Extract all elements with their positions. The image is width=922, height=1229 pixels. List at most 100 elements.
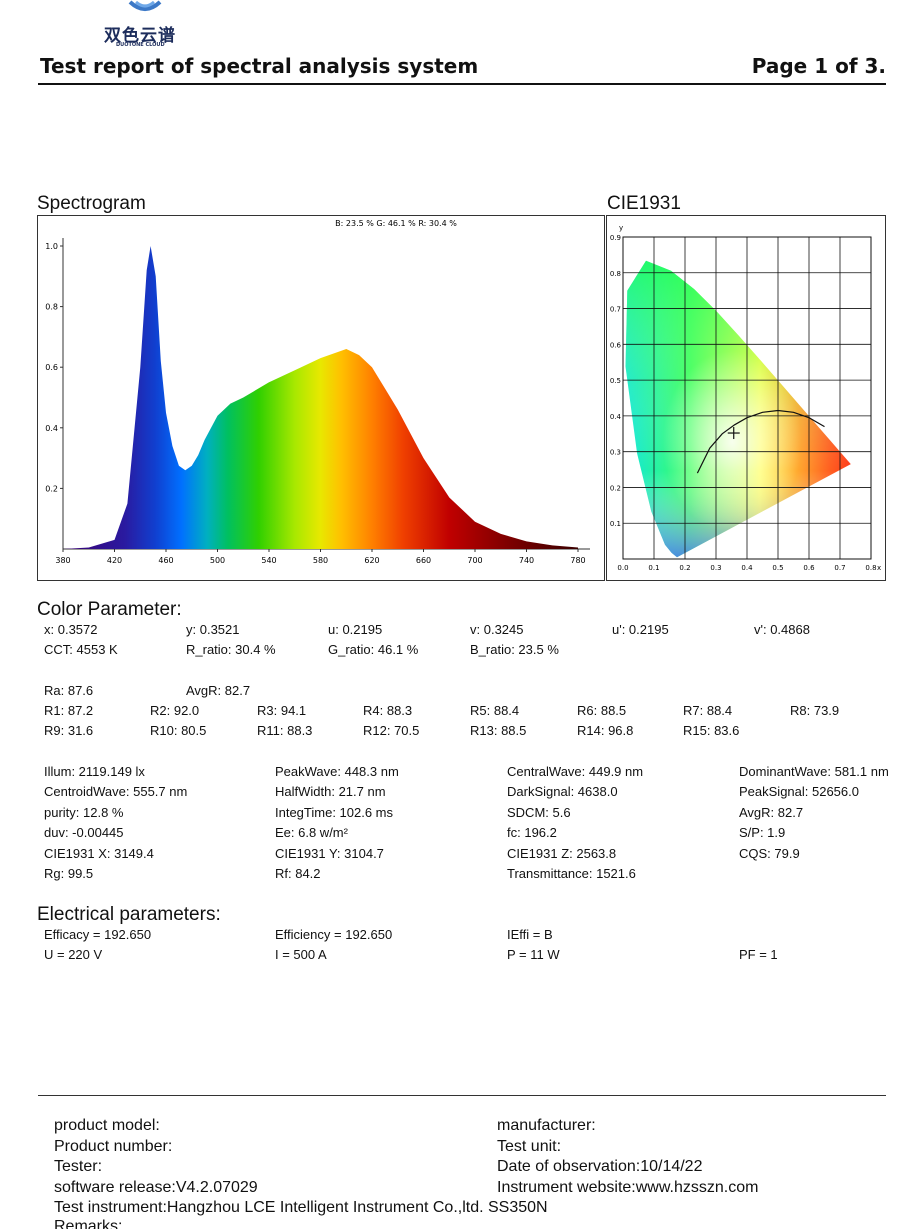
param-r15: R15: 83.6 [683, 723, 740, 738]
planckian-locus [696, 409, 825, 474]
spectrogram-x-tick-label: 740 [519, 556, 534, 565]
param-r14: R14: 96.8 [577, 723, 634, 738]
cie-x-tick-label: 0.8 [865, 564, 876, 572]
param-rf: Rf: 84.2 [275, 866, 321, 881]
cie-xlabel: x [877, 564, 881, 572]
cie-panel: y 0.0 0.1 0.2 0.3 0.4 0.5 0.6 0.7 0.8 0.9 0.8 0.7 0.… [606, 215, 886, 581]
param-cie-z: CIE1931 Z: 2563.8 [507, 846, 617, 861]
param-dominantwave: DominantWave: 581.1 nm [739, 764, 889, 779]
cie-ylabel: y [619, 224, 623, 232]
param-r11: R11: 88.3 [257, 723, 313, 738]
param-purity: purity: 12.8 % [44, 805, 124, 820]
spectrogram-y-tick-label: 0.8 [45, 303, 58, 312]
spectrogram-x-tick-label: 380 [55, 556, 70, 565]
spectrogram-panel: B: 23.5 % G: 46.1 % R: 30.4 % 380 420 460 5… [37, 215, 605, 581]
spectrogram-x-tick-label: 420 [107, 556, 122, 565]
param-r12: R12: 70.5 [363, 723, 420, 738]
cie-x-tick-label: 0.6 [803, 564, 815, 572]
param-efficiency: Efficiency = 192.650 [275, 927, 393, 942]
footer-software-release: software release:V4.2.07029 [54, 1179, 258, 1196]
param-r2: R2: 92.0 [150, 703, 200, 718]
spectrogram-y-tick-label: 0.2 [45, 484, 58, 493]
cie-x-tick-label: 0.2 [679, 564, 690, 572]
footer-manufacturer: manufacturer: [497, 1117, 596, 1134]
param-sp: S/P: 1.9 [739, 825, 786, 840]
param-cqs: CQS: 79.9 [739, 846, 800, 861]
param-u: u: 0.2195 [328, 622, 383, 637]
header-divider [38, 83, 886, 85]
param-g-ratio: G_ratio: 46.1 % [328, 642, 419, 657]
cie-y-tick-label: 0.3 [610, 449, 621, 457]
cie-y-tick-label: 0.2 [610, 484, 621, 492]
param-avgr: AvgR: 82.7 [186, 683, 251, 698]
param-power: P = 11 W [507, 947, 560, 962]
spectrogram-x-tick-label: 500 [210, 556, 225, 565]
cie-y-tick-label: 0.4 [610, 413, 622, 421]
param-transmittance: Transmittance: 1521.6 [507, 866, 636, 881]
spectrogram-chart: B: 23.5 % G: 46.1 % R: 30.4 % 380 420 460 5… [45, 219, 590, 565]
footer-website: Instrument website:www.hzsszn.com [497, 1179, 759, 1196]
param-x: x: 0.3572 [44, 622, 98, 637]
cie-y-tick-label: 0.1 [610, 520, 621, 528]
spectrogram-x-tick-label: 620 [364, 556, 379, 565]
cie-x-tick-label: 0.4 [741, 564, 753, 572]
param-sdcm: SDCM: 5.6 [507, 805, 571, 820]
cie-chart: y 0.0 0.1 0.2 0.3 0.4 0.5 0.6 0.7 0.8 0.9 0.8 0.7 0.… [610, 224, 881, 572]
param-integtime: IntegTime: 102.6 ms [275, 805, 394, 820]
param-centralwave: CentralWave: 449.9 nm [507, 764, 644, 779]
logo-subtext: DUOTONE CLOUD [116, 42, 165, 48]
electrical-title: Electrical parameters: [37, 904, 221, 925]
spectrogram-x-tick-label: 700 [467, 556, 482, 565]
param-peaksignal: PeakSignal: 52656.0 [739, 784, 859, 799]
footer-tester: Tester: [54, 1158, 103, 1175]
spectrogram-x-tick-label: 540 [261, 556, 276, 565]
spectrogram-title: Spectrogram [37, 193, 146, 214]
param-avgr-2: AvgR: 82.7 [739, 805, 804, 820]
param-r4: R4: 88.3 [363, 703, 413, 718]
page-indicator: Page 1 of 3. [751, 54, 886, 78]
spectrogram-x-tick-label: 460 [158, 556, 173, 565]
param-cct: CCT: 4553 K [44, 642, 118, 657]
param-pf: PF = 1 [739, 947, 778, 962]
ratio-label: B: 23.5 % G: 46.1 % R: 30.4 % [335, 219, 457, 228]
spectrogram-x-tick-label: 580 [313, 556, 328, 565]
param-ieffi: IEffi = B [507, 927, 553, 942]
param-centroidwave: CentroidWave: 555.7 nm [44, 784, 188, 799]
param-r7: R7: 88.4 [683, 703, 733, 718]
color-parameter-title: Color Parameter: [37, 599, 182, 620]
param-illum: Illum: 2119.149 lx [44, 764, 145, 779]
cie-x-tick-label: 0.7 [834, 564, 845, 572]
param-r10: R10: 80.5 [150, 723, 207, 738]
spectrogram-y-tick-label: 1.0 [45, 242, 58, 251]
param-r3: R3: 94.1 [257, 703, 307, 718]
logo-mark-icon [128, 0, 162, 11]
cie-y-tick-label: 0.7 [610, 306, 621, 314]
param-u-prime: u': 0.2195 [612, 622, 669, 637]
param-cie-x: CIE1931 X: 3149.4 [44, 846, 154, 861]
param-r9: R9: 31.6 [44, 723, 94, 738]
param-r-ratio: R_ratio: 30.4 % [186, 642, 276, 657]
footer-product-number: Product number: [54, 1138, 173, 1155]
cie-x-tick-label: 0.0 [617, 564, 628, 572]
footer-product-model: product model: [54, 1117, 160, 1134]
param-r13: R13: 88.5 [470, 723, 527, 738]
footer-divider [38, 1095, 886, 1096]
param-peakwave: PeakWave: 448.3 nm [275, 764, 399, 779]
cie-x-tick-label: 0.3 [710, 564, 721, 572]
spectrogram-x-tick-label: 780 [570, 556, 585, 565]
cie-y-tick-label: 0.5 [610, 377, 621, 385]
cie-y-tick-label: 0.9 [610, 234, 621, 242]
gamut-fill [625, 260, 851, 558]
footer-test-unit: Test unit: [497, 1138, 562, 1155]
param-r5: R5: 88.4 [470, 703, 520, 718]
param-v: v: 0.3245 [470, 622, 524, 637]
cie-x-tick-label: 0.1 [648, 564, 659, 572]
spectrogram-x-tick-label: 660 [416, 556, 431, 565]
param-r8: R8: 73.9 [790, 703, 840, 718]
param-darksignal: DarkSignal: 4638.0 [507, 784, 618, 799]
cie-title: CIE1931 [607, 193, 681, 214]
param-halfwidth: HalfWidth: 21.7 nm [275, 784, 386, 799]
logo-text: 双色云谱 [104, 26, 176, 46]
param-ee: Ee: 6.8 w/m² [275, 825, 348, 840]
param-efficacy: Efficacy = 192.650 [44, 927, 152, 942]
